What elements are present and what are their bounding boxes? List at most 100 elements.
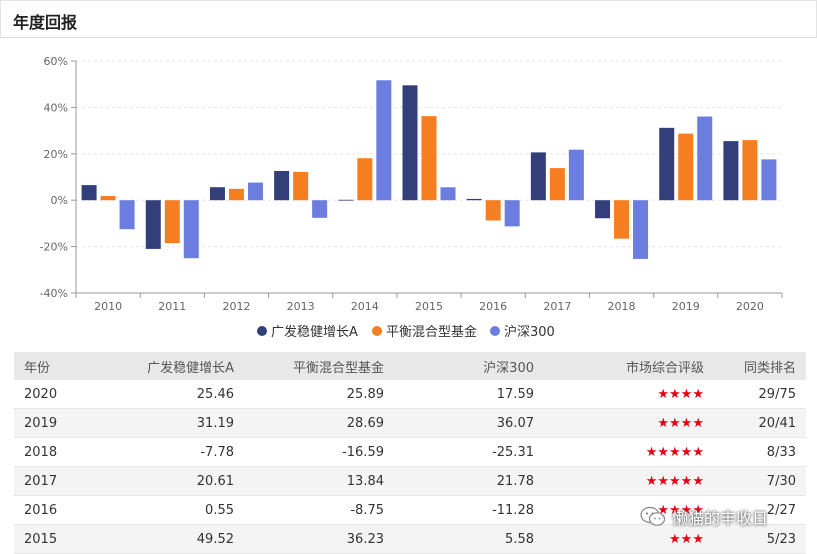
y-tick-label: 0% [51,194,68,207]
cell-year: 2015 [14,524,104,554]
y-tick-label: -40% [40,287,68,300]
bar-series-0-2011[interactable] [145,200,161,249]
cell-hs300: 5.58 [394,524,544,554]
bar-series-2-2011[interactable] [183,200,199,259]
cell-balanced: 28.69 [244,408,394,438]
bar-series-1-2013[interactable] [293,171,309,201]
bar-series-1-2019[interactable] [678,133,694,201]
bar-series-0-2012[interactable] [209,187,225,201]
legend-marker-2[interactable] [490,326,500,336]
cell-hs300: 21.78 [394,466,544,496]
bar-series-1-2020[interactable] [742,140,758,201]
legend-label-1[interactable]: 平衡混合型基金 [386,324,477,340]
x-tick-label: 2020 [736,300,764,313]
cell-rating: ★★★★ [544,495,714,525]
table-row: 2016 0.55 -8.75 -11.28 ★★★★ 2/27 [14,495,806,525]
cell-balanced: -8.75 [244,495,394,525]
wechat-icon [640,506,666,528]
legend-label-0[interactable]: 广发稳健增长A [271,324,358,340]
cell-rating: ★★★★ [544,380,714,409]
bar-series-0-2017[interactable] [530,152,546,201]
bar-series-0-2016[interactable] [466,198,482,201]
bar-series-0-2014[interactable] [338,199,354,201]
col-header-year: 年份 [14,352,104,380]
cell-balanced: 25.89 [244,380,394,409]
chart-axes: 60% 40% 20% 0% -20% -40% 2010 2011 2012 2013 2014 2… [40,55,783,313]
legend-label-2[interactable]: 沪深300 [504,324,555,340]
cell-balanced: -16.59 [244,437,394,467]
legend-marker-1[interactable] [372,326,382,336]
cell-rank: 20/41 [714,408,806,438]
bar-series-2-2010[interactable] [119,200,135,230]
bar-series-1-2016[interactable] [485,200,501,221]
cell-balanced: 13.84 [244,466,394,496]
cell-rank: 5/23 [714,524,806,554]
table-row: 2015 49.52 36.23 5.58 ★★★ 5/23 [14,524,806,554]
bar-series-2-2019[interactable] [697,116,713,201]
bar-series-2-2013[interactable] [312,200,328,218]
cell-fund: 25.46 [104,380,244,409]
bar-series-0-2018[interactable] [595,200,611,219]
y-tick-label: 20% [44,148,68,161]
x-tick-label: 2016 [479,300,507,313]
cell-balanced: 36.23 [244,524,394,554]
cell-rating: ★★★★ [544,408,714,438]
y-tick-label: -20% [40,241,68,254]
bar-series-1-2017[interactable] [549,168,565,201]
table-header-row: 年份 广发稳健增长A 平衡混合型基金 沪深300 市场综合评级 同类排名 [14,352,806,380]
cell-fund: 49.52 [104,524,244,554]
col-header-hs300: 沪深300 [394,352,544,380]
cell-year: 2017 [14,466,104,496]
col-header-rank: 同类排名 [714,352,806,380]
watermark-text: 懒猫的丰收日 [672,509,769,528]
x-tick-label: 2010 [94,300,122,313]
cell-rating: ★★★★★ [544,437,714,467]
cell-fund: -7.78 [104,437,244,467]
col-header-rating: 市场综合评级 [544,352,714,380]
watermark: 懒猫的丰收日 [640,500,810,534]
bar-series-0-2010[interactable] [81,185,97,201]
y-tick-label: 60% [44,55,68,68]
x-tick-label: 2015 [415,300,443,313]
bar-series-0-2015[interactable] [402,85,418,201]
cell-year: 2020 [14,380,104,409]
cell-rank: 2/27 [714,495,806,525]
cell-rank: 7/30 [714,466,806,496]
bar-series-2-2015[interactable] [440,187,456,201]
bar-series-0-2020[interactable] [723,141,739,201]
table-row: 2017 20.61 13.84 21.78 ★★★★★ 7/30 [14,466,806,496]
section-header: 年度回报 [0,0,817,38]
x-tick-label: 2019 [672,300,700,313]
bar-series-1-2012[interactable] [228,188,244,201]
chart-legend[interactable]: 广发稳健增长A 平衡混合型基金 沪深300 [257,324,555,340]
bar-series-1-2015[interactable] [421,116,437,201]
bar-series-2-2018[interactable] [633,200,649,259]
bar-series-2-2020[interactable] [761,159,777,201]
cell-year: 2018 [14,437,104,467]
x-tick-label: 2013 [287,300,315,313]
bar-series-0-2013[interactable] [274,170,290,201]
cell-hs300: -11.28 [394,495,544,525]
bar-series-2-2016[interactable] [504,200,520,227]
bar-series-2-2017[interactable] [568,149,584,201]
x-tick-label: 2018 [608,300,636,313]
bar-series-2-2012[interactable] [247,182,263,201]
y-tick-label: 40% [44,101,68,114]
cell-rank: 8/33 [714,437,806,467]
col-header-balanced: 平衡混合型基金 [244,352,394,380]
annual-return-bar-chart: 60% 40% 20% 0% -20% -40% 2010 2011 2012 2013 2014 2… [40,55,783,340]
table-row: 2019 31.19 28.69 36.07 ★★★★ 20/41 [14,408,806,438]
legend-marker-0[interactable] [257,326,267,336]
bar-series-2-2014[interactable] [376,80,392,201]
bar-series-1-2014[interactable] [357,158,373,201]
bar-series-1-2018[interactable] [614,200,630,239]
bar-series-1-2010[interactable] [100,196,116,201]
annual-return-table: 年份 广发稳健增长A 平衡混合型基金 沪深300 市场综合评级 同类排名 202… [14,352,806,554]
col-header-fund: 广发稳健增长A [104,352,244,380]
bar-series-1-2011[interactable] [164,200,180,244]
cell-hs300: 36.07 [394,408,544,438]
table-row: 2018 -7.78 -16.59 -25.31 ★★★★★ 8/33 [14,437,806,467]
bar-series-0-2019[interactable] [659,127,675,201]
cell-fund: 0.55 [104,495,244,525]
cell-fund: 20.61 [104,466,244,496]
